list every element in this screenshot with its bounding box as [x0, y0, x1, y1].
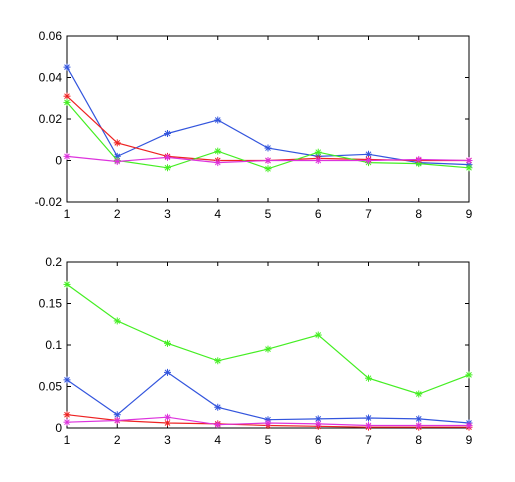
y-tick-label: 0.2	[45, 255, 62, 269]
y-tick-label: 0.02	[39, 112, 63, 126]
data-point-marker	[415, 155, 423, 163]
data-point-marker	[113, 417, 121, 425]
x-tick-label: 7	[365, 433, 372, 447]
x-tick-label: 1	[64, 207, 71, 221]
data-point-marker	[214, 357, 222, 365]
x-tick-label: 2	[114, 433, 121, 447]
data-point-marker	[465, 371, 473, 379]
data-point-marker	[164, 164, 171, 172]
data-point-marker	[465, 164, 473, 172]
data-point-marker	[365, 374, 372, 382]
data-point-marker	[164, 419, 171, 427]
x-tick-label: 1	[64, 433, 71, 447]
data-point-marker	[63, 152, 71, 160]
x-tick-label: 6	[315, 207, 322, 221]
data-point-marker	[214, 159, 222, 167]
data-point-marker	[214, 421, 222, 429]
x-tick-label: 8	[415, 433, 422, 447]
x-tick-label: 4	[214, 433, 221, 447]
data-point-marker	[415, 415, 423, 423]
data-point-marker	[113, 158, 121, 166]
data-point-marker	[314, 148, 322, 156]
data-point-marker	[264, 345, 272, 353]
data-point-marker	[465, 157, 473, 164]
data-point-marker	[164, 368, 171, 376]
x-tick-label: 3	[164, 207, 171, 221]
y-tick-label: 0.05	[39, 380, 63, 394]
y-tick-label: 0.04	[39, 71, 63, 85]
data-point-marker	[314, 157, 322, 164]
data-point-marker	[63, 280, 71, 288]
data-point-marker	[63, 92, 71, 100]
data-point-marker	[63, 418, 71, 426]
plot-area-frame	[66, 261, 470, 429]
data-point-marker	[63, 411, 71, 419]
series-1	[63, 280, 473, 398]
y-tick-label: 0	[55, 154, 62, 168]
data-point-marker	[314, 331, 322, 339]
data-point-marker	[264, 144, 272, 152]
axes-panel-1: 1 2 3 4 5 6 7 8 9 -0.02 0 0.02 0.04 0.06	[35, 29, 473, 221]
x-tick-label: 5	[265, 433, 272, 447]
series-4	[63, 152, 473, 167]
data-point-marker	[264, 419, 272, 427]
x-tick-label: 8	[415, 207, 422, 221]
data-point-marker	[164, 413, 171, 421]
data-point-marker	[365, 414, 372, 422]
series-4	[63, 413, 473, 430]
x-tick-label: 7	[365, 207, 372, 221]
y-tick-label: 0.15	[39, 297, 63, 311]
data-point-marker	[164, 153, 171, 161]
y-tick-label: -0.02	[35, 195, 63, 209]
data-point-marker	[63, 63, 71, 71]
x-tick-label: 2	[114, 207, 121, 221]
data-point-marker	[415, 390, 423, 398]
x-tick-label: 4	[214, 207, 221, 221]
data-point-marker	[164, 339, 171, 347]
data-point-marker	[214, 116, 222, 124]
data-point-marker	[264, 157, 272, 164]
series-3	[63, 98, 473, 173]
x-tick-label: 6	[315, 433, 322, 447]
data-point-marker	[164, 130, 171, 138]
data-point-marker	[214, 403, 222, 411]
x-tick-label: 9	[466, 433, 473, 447]
plot-area-frame	[66, 35, 470, 203]
data-point-marker	[415, 422, 423, 430]
data-point-marker	[113, 317, 121, 325]
data-point-marker	[314, 420, 322, 428]
x-tick-label: 9	[466, 207, 473, 221]
y-tick-label: 0	[55, 421, 62, 435]
data-point-marker	[113, 139, 121, 147]
y-tick-label: 0.1	[45, 338, 62, 352]
data-point-marker	[63, 376, 71, 384]
data-point-marker	[264, 165, 272, 173]
data-point-marker	[365, 157, 372, 164]
data-point-marker	[63, 98, 71, 106]
x-tick-label: 3	[164, 433, 171, 447]
data-point-marker	[214, 147, 222, 155]
data-point-marker	[365, 422, 372, 430]
data-point-marker	[465, 422, 473, 430]
y-tick-label: 0.06	[39, 29, 63, 43]
x-tick-label: 5	[265, 207, 272, 221]
axes-panel-2: 1 2 3 4 5 6 7 8 9 0 0.05 0.1 0.15 0.2	[39, 255, 473, 447]
